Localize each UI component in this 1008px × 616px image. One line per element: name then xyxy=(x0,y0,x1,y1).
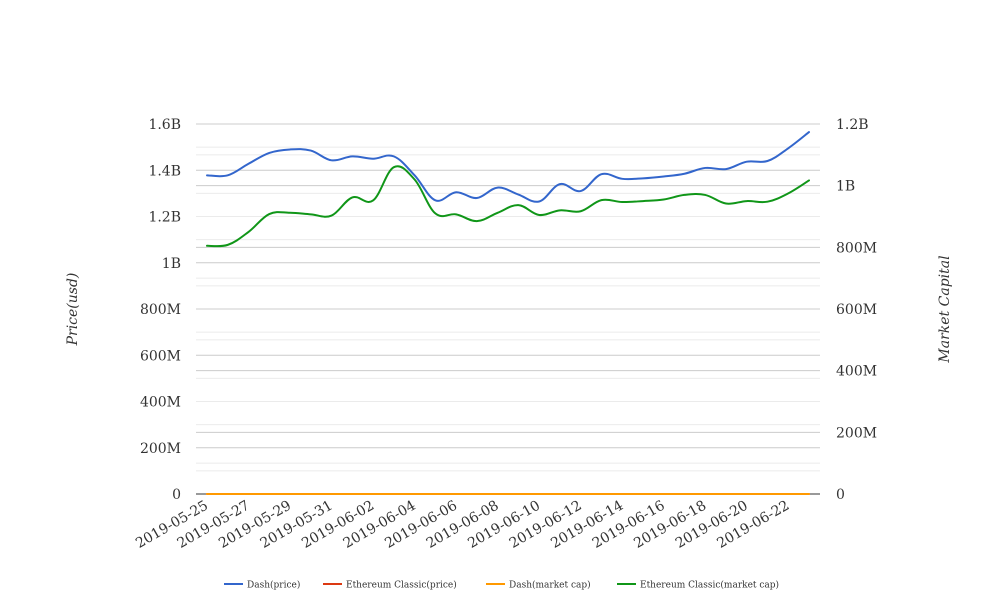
right-tick-label: 400M xyxy=(836,364,877,380)
right-tick-label: 600M xyxy=(836,302,877,318)
gridlines xyxy=(196,123,820,472)
right-tick-label: 200M xyxy=(836,425,877,441)
legend-item: Ethereum Classic(market cap) xyxy=(617,580,779,591)
x-axis-tick-labels: 2019-05-252019-05-272019-05-292019-05-31… xyxy=(133,498,792,552)
right-tick-label: 800M xyxy=(836,240,877,256)
left-tick-label: 800M xyxy=(140,302,181,318)
right-axis-tick-labels: 0 200M 400M 600M 800M 1B 1.2B xyxy=(836,117,877,503)
series-line-dash-price xyxy=(206,131,810,203)
legend-item: Dash(price) xyxy=(224,580,300,591)
left-tick-label: 400M xyxy=(140,395,181,411)
left-tick-label: 200M xyxy=(140,441,181,457)
legend-label: Ethereum Classic(price) xyxy=(346,580,457,591)
left-tick-label: 1B xyxy=(162,256,181,272)
right-tick-label: 1.2B xyxy=(836,117,869,133)
left-axis-tick-labels: 0 200M 400M 600M 800M 1B 1.2B 1.4B 1.6B xyxy=(140,117,181,503)
legend: Dash(price) Ethereum Classic(price) Dash(m… xyxy=(224,580,779,591)
series-line-ethereum-classic-market-cap xyxy=(206,165,810,248)
right-tick-label: 0 xyxy=(836,487,845,503)
legend-item: Dash(market cap) xyxy=(486,580,591,591)
left-tick-label: 1.2B xyxy=(148,210,181,226)
left-tick-label: 0 xyxy=(172,487,181,503)
right-axis-title: Market Capital xyxy=(937,255,953,363)
legend-item: Ethereum Classic(price) xyxy=(323,580,457,591)
legend-label: Dash(market cap) xyxy=(509,580,591,591)
left-tick-label: 600M xyxy=(140,348,181,364)
right-tick-label: 1B xyxy=(836,179,855,195)
left-axis-title: Price(usd) xyxy=(65,273,81,347)
left-tick-label: 1.4B xyxy=(148,163,181,179)
legend-label: Dash(price) xyxy=(247,580,300,591)
series-lines xyxy=(206,131,810,495)
legend-label: Ethereum Classic(market cap) xyxy=(640,580,779,591)
left-tick-label: 1.6B xyxy=(148,117,181,133)
